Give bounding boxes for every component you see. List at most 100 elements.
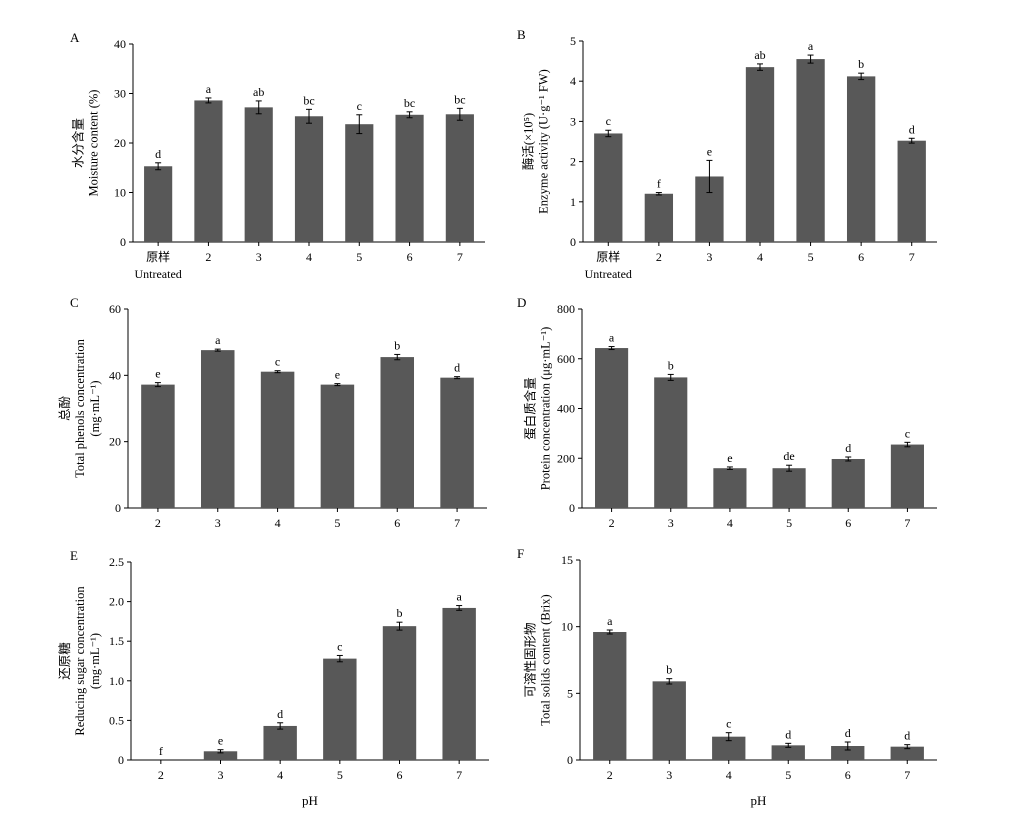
significance-letter: e	[155, 367, 160, 381]
y-tick-label: 0	[118, 753, 124, 767]
significance-letter: d	[909, 122, 915, 136]
x-tick-label: 7	[904, 516, 910, 530]
y-axis-label-line: 水分含量	[71, 118, 86, 168]
x-tick-label: 3	[218, 768, 224, 782]
x-tick-label: 原样	[146, 249, 170, 264]
x-tick-label: 3	[706, 250, 712, 264]
bar	[831, 746, 865, 760]
x-tick-label: 5	[337, 768, 343, 782]
significance-letter: e	[335, 368, 340, 382]
significance-letter: d	[785, 727, 791, 741]
y-axis-label-line: Total phenols concentration	[73, 338, 87, 477]
significance-letter: d	[845, 726, 851, 740]
y-tick-label: 3	[570, 114, 576, 128]
significance-letter: a	[609, 331, 615, 345]
bar	[890, 444, 924, 508]
x-tick-label: 5	[334, 516, 340, 530]
bar	[382, 626, 417, 760]
y-tick-label: 20	[109, 435, 121, 449]
significance-letter: e	[218, 734, 223, 748]
chart-panel-e: E 0 0.5 1.0 1.5 2.0 2.5 f 2 e 3 d 4 c 5 b 6 a 7 pH 还原糖 Reduci…	[57, 548, 489, 808]
bar	[320, 384, 355, 508]
significance-letter: bc	[454, 92, 465, 106]
significance-letter: c	[905, 426, 910, 440]
y-axis-label-line: Reducing sugar concentration	[73, 586, 87, 736]
y-axis-label-line: (mg·mL⁻¹)	[88, 380, 102, 436]
significance-letter: b	[858, 57, 864, 71]
significance-letter: c	[275, 355, 280, 369]
y-tick-label: 2	[570, 155, 576, 169]
bar	[713, 468, 747, 508]
significance-letter: d	[277, 707, 283, 721]
y-axis-label-line: Moisture content (%)	[87, 90, 101, 197]
y-tick-label: 15	[561, 553, 573, 567]
bar	[141, 384, 175, 508]
y-tick-label: 200	[557, 451, 575, 465]
significance-letter: a	[607, 614, 613, 628]
bar	[644, 193, 674, 242]
bar	[263, 725, 297, 760]
x-tick-label: 6	[394, 516, 400, 530]
y-tick-label: 1.5	[109, 634, 124, 648]
x-tick-label: 6	[407, 250, 413, 264]
panel-letter: D	[517, 295, 526, 310]
x-tick-sublabel: Untreated	[134, 267, 181, 281]
x-tick-label: 2	[205, 250, 211, 264]
significance-letter: c	[357, 99, 362, 113]
y-tick-label: 30	[114, 87, 126, 101]
x-tick-label: 3	[666, 768, 672, 782]
x-tick-label: 7	[454, 516, 460, 530]
x-tick-label: 5	[786, 516, 792, 530]
chart-panel-d: D 0 200 400 600 800 a 2 b 3 e 4 de 5 d 6 c 7 蛋白质含量 Protein …	[517, 295, 937, 530]
x-tick-label: 2	[609, 516, 615, 530]
bar	[380, 357, 415, 508]
significance-letter: b	[394, 338, 400, 352]
x-tick-label: 4	[275, 516, 281, 530]
significance-letter: ab	[253, 85, 264, 99]
y-axis-label-line: 蛋白质含量	[523, 377, 538, 440]
x-tick-label: 5	[356, 250, 362, 264]
significance-letter: a	[808, 39, 814, 53]
significance-letter: a	[206, 82, 212, 96]
chart-panel-a: A 0 10 20 30 40 d 原样 Untreated a 2 ab 3 bc 4 c 5 bc 6 bc 7 水分…	[70, 30, 485, 281]
y-tick-label: 600	[557, 352, 575, 366]
bar	[440, 377, 474, 508]
y-tick-label: 400	[557, 402, 575, 416]
significance-letter: b	[397, 606, 403, 620]
significance-letter: a	[215, 333, 221, 347]
bar	[260, 371, 295, 508]
y-tick-label: 40	[109, 368, 121, 382]
x-tick-label: 2	[656, 250, 662, 264]
bar	[395, 114, 424, 242]
bar	[897, 140, 926, 242]
significance-letter: f	[657, 177, 661, 191]
x-tick-label: 3	[668, 516, 674, 530]
y-tick-label: 20	[114, 136, 126, 150]
significance-letter: bc	[404, 96, 415, 110]
x-tick-label: 4	[306, 250, 312, 264]
y-axis-label-line: Protein concentration (μg·mL⁻¹)	[539, 327, 553, 491]
bar	[831, 458, 865, 508]
significance-letter: d	[454, 361, 460, 375]
x-tick-label: 4	[757, 250, 763, 264]
x-tick-sublabel: Untreated	[585, 267, 632, 281]
x-tick-label: 2	[158, 768, 164, 782]
bar	[323, 658, 357, 760]
significance-letter: e	[707, 144, 712, 158]
significance-letter: d	[904, 729, 910, 743]
x-axis-label: pH	[302, 793, 318, 808]
x-tick-label: 7	[904, 768, 910, 782]
significance-letter: a	[457, 590, 463, 604]
x-tick-label: 7	[456, 768, 462, 782]
y-tick-label: 0	[120, 235, 126, 249]
y-tick-label: 0	[115, 501, 121, 515]
x-tick-label: 原样	[596, 249, 620, 264]
y-axis-label-line: 还原糖	[57, 642, 72, 680]
y-axis-label-line: 酶活(×10⁵)	[521, 113, 536, 170]
bar	[345, 124, 374, 242]
bar	[890, 746, 924, 760]
bar	[712, 736, 746, 760]
significance-letter: c	[606, 114, 611, 128]
significance-letter: c	[726, 717, 731, 731]
